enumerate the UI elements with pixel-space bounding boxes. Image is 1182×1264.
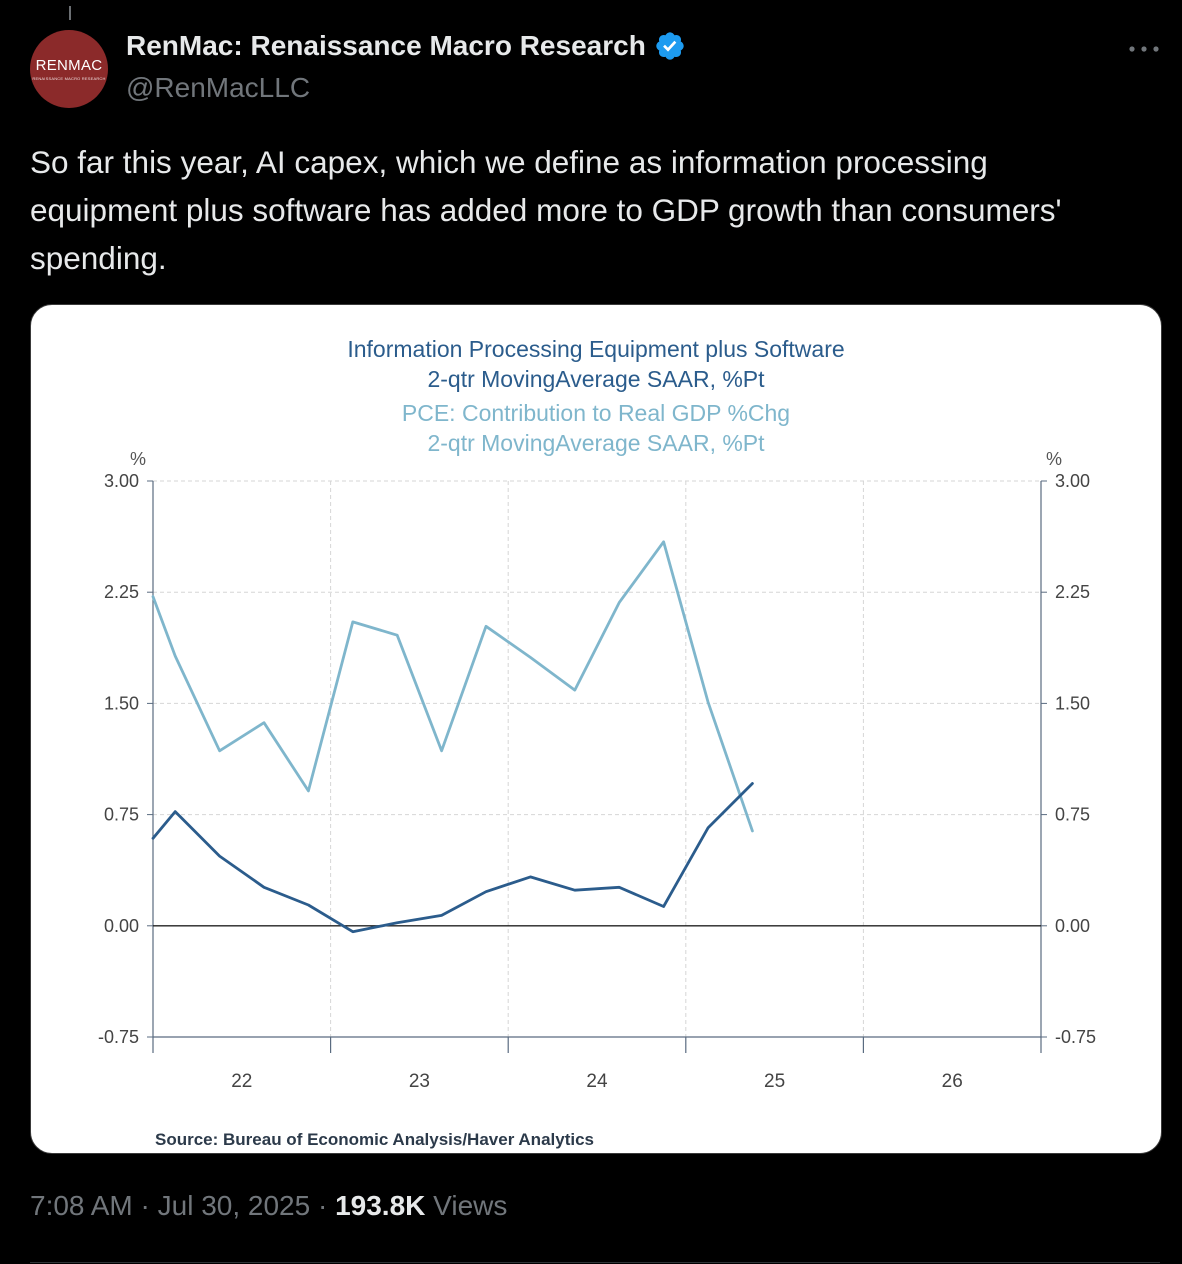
y-tick-label-right: 1.50 — [1055, 693, 1090, 713]
y-tick-label-left: 0.75 — [104, 805, 139, 825]
x-tick-label: 23 — [409, 1071, 430, 1092]
author-name: RenMac: Renaissance Macro Research — [126, 30, 646, 61]
avatar-logo-subtext: RENAISSANCE MACRO RESEARCH — [32, 75, 106, 81]
views-count: 193.8K — [335, 1190, 426, 1221]
avatar-logo-text: RENMAC — [35, 56, 103, 74]
avatar[interactable]: RENMAC RENAISSANCE MACRO RESEARCH — [30, 30, 108, 108]
tweet-meta: 7:08 AM · Jul 30, 2025 · 193.8K Views — [30, 1190, 507, 1222]
y-tick-label-right: 3.00 — [1055, 471, 1090, 491]
chart-source: Source: Bureau of Economic Analysis/Have… — [155, 1130, 594, 1149]
y-tick-label-right: 0.00 — [1055, 916, 1090, 936]
y-tick-label-right: 2.25 — [1055, 582, 1090, 602]
meta-separator-2: · — [317, 1190, 328, 1221]
x-tick-label: 26 — [942, 1071, 963, 1092]
tweet-date[interactable]: Jul 30, 2025 — [157, 1190, 311, 1221]
y-tick-label-right: 0.75 — [1055, 805, 1090, 825]
x-tick-label: 24 — [586, 1071, 608, 1092]
y-tick-label-left: -0.75 — [98, 1027, 139, 1047]
chart-subtitle-line: PCE: Contribution to Real GDP %Chg — [402, 400, 790, 426]
y-tick-label-left: 0.00 — [104, 916, 139, 936]
thread-connector-line — [69, 6, 71, 20]
y-axis-unit-left: % — [130, 449, 146, 469]
meta-separator-1: · — [140, 1190, 150, 1221]
verified-badge-icon — [656, 32, 684, 60]
chart: Information Processing Equipment plus So… — [98, 336, 1096, 1149]
author-handle[interactable]: @RenMacLLC — [126, 72, 311, 103]
chart-subtitle-line: 2-qtr MovingAverage SAAR, %Pt — [427, 430, 765, 456]
series-line-info-processing-equipment — [151, 782, 754, 934]
series-line-pce-contribution — [151, 540, 754, 833]
chart-title-line: 2-qtr MovingAverage SAAR, %Pt — [427, 366, 765, 392]
more-options-icon[interactable] — [1126, 38, 1162, 60]
chart-title-line: Information Processing Equipment plus So… — [347, 336, 844, 362]
views-label: Views — [433, 1190, 508, 1221]
x-tick-label: 22 — [231, 1071, 252, 1092]
x-tick-label: 25 — [764, 1071, 785, 1092]
tweet-time[interactable]: 7:08 AM — [30, 1190, 133, 1221]
y-tick-label-left: 3.00 — [104, 471, 139, 491]
y-tick-label-right: -0.75 — [1055, 1027, 1096, 1047]
y-tick-label-left: 2.25 — [104, 582, 139, 602]
y-axis-unit-right: % — [1046, 449, 1062, 469]
tweet-text: So far this year, AI capex, which we def… — [30, 144, 1062, 276]
y-tick-label-left: 1.50 — [104, 693, 139, 713]
chart-image-card[interactable]: Information Processing Equipment plus So… — [30, 304, 1162, 1154]
divider — [30, 1262, 1160, 1263]
author-name-link[interactable]: RenMac: Renaissance Macro Research — [126, 30, 686, 62]
